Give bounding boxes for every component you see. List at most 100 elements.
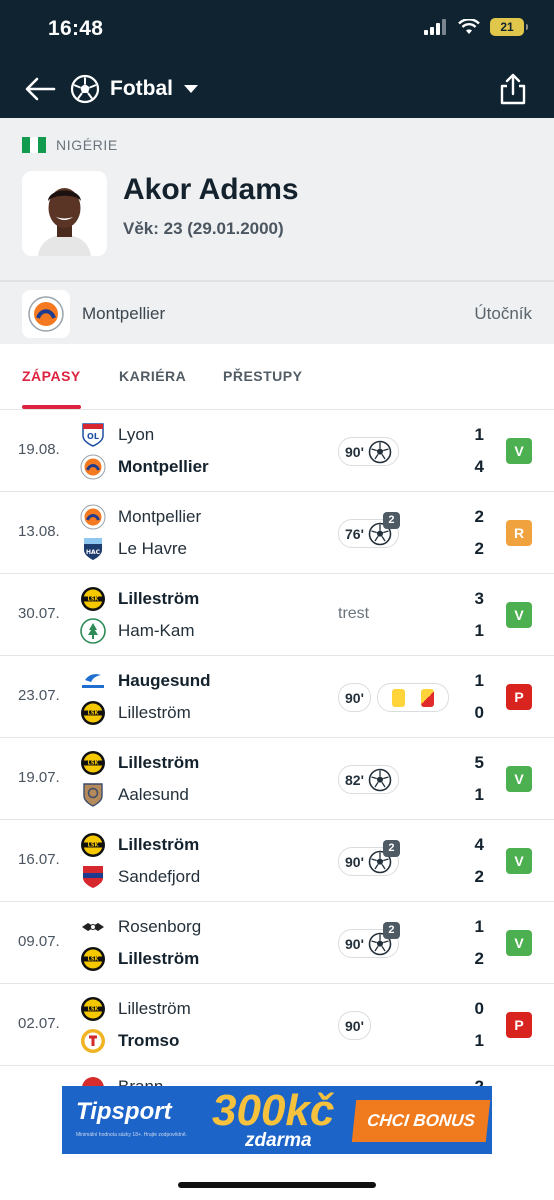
away-score: 4: [474, 457, 484, 476]
goal-count-badge: 2: [382, 839, 400, 857]
match-date: 30.07.: [18, 605, 60, 622]
away-team-name: Le Havre: [118, 539, 187, 558]
home-team-name: Lyon: [118, 425, 155, 444]
away-team-name: Lilleström: [118, 703, 191, 722]
tab-zapasy[interactable]: ZÁPASY: [22, 368, 81, 384]
home-team: LSK Lilleström: [80, 997, 191, 1021]
minutes-value: 90': [345, 853, 364, 870]
top-bar: 16:48 21 Fotbal: [0, 0, 554, 118]
match-date: 13.08.: [18, 523, 60, 540]
match-row[interactable]: 23.07. Haugesund LSK Lilleström 90' 1 0 P: [0, 656, 554, 738]
battery-level: 21: [500, 20, 514, 34]
player-stats: 90' 2: [338, 921, 400, 958]
svg-text:LSK: LSK: [88, 711, 100, 717]
match-row[interactable]: 30.07. LSK Lilleström Ham-Kam trest 3 1 V: [0, 574, 554, 656]
wifi-icon: [458, 19, 480, 34]
minutes-value: 90': [345, 689, 364, 706]
goal-ball-icon: [368, 440, 392, 464]
match-row[interactable]: 02.07. LSK Lilleström Tromso 90' 0 1 P: [0, 984, 554, 1066]
minutes-value: 82': [345, 771, 364, 788]
player-stats: 90' 2: [338, 839, 400, 876]
match-row[interactable]: 16.07. LSK Lilleström Sandefjord 90' 2 4 2 V: [0, 820, 554, 902]
lillestrom-logo-icon: LSK: [80, 996, 106, 1022]
ad-cta-label: CHCI BONUS: [366, 1111, 476, 1130]
signal-icon: [424, 19, 446, 35]
match-date: 19.07.: [18, 769, 60, 786]
svg-text:LSK: LSK: [88, 597, 100, 603]
ad-subtitle: zdarma: [245, 1130, 312, 1151]
minutes-value: 90': [345, 935, 364, 952]
minutes-value: 76': [345, 525, 364, 542]
home-score: 1: [474, 917, 484, 936]
team-name: Montpellier: [82, 304, 166, 323]
home-team-name: Lilleström: [118, 999, 191, 1018]
montpellier-logo-icon: [80, 504, 106, 530]
svg-text:LSK: LSK: [88, 761, 100, 767]
match-row[interactable]: 09.07. Rosenborg LSK Lilleström 90' 2 1 2 V: [0, 902, 554, 984]
player-position: Útočník: [474, 304, 532, 323]
svg-text:OL: OL: [87, 432, 99, 441]
player-stats: 90': [338, 437, 399, 466]
match-row[interactable]: 19.07. LSK Lilleström Aalesund 82' 5 1 V: [0, 738, 554, 820]
away-team: Tromso: [80, 1029, 179, 1053]
result-badge: V: [506, 602, 532, 628]
home-indicator[interactable]: [178, 1182, 376, 1188]
sandefjord-logo-icon: [80, 864, 106, 890]
svg-text:HAC: HAC: [86, 549, 101, 556]
tromso-logo-icon: [80, 1028, 106, 1054]
player-age: Věk: 23 (29.01.2000): [123, 219, 284, 238]
away-score: 1: [474, 621, 484, 640]
home-score: 3: [474, 589, 484, 608]
home-score: 5: [474, 753, 484, 772]
player-name: Akor Adams: [123, 173, 299, 206]
country-name: NIGÉRIE: [56, 137, 118, 153]
sport-label: Fotbal: [110, 77, 173, 100]
result-badge: V: [506, 848, 532, 874]
away-team: Ham-Kam: [80, 618, 195, 644]
le-havre-logo-icon: HAC: [80, 536, 106, 562]
share-icon[interactable]: [498, 72, 528, 106]
home-team: LSK Lilleström: [80, 751, 199, 775]
back-arrow-icon[interactable]: [22, 72, 58, 106]
away-team-name: Aalesund: [118, 785, 189, 804]
away-team-name: Ham-Kam: [118, 621, 195, 640]
player-photo: [22, 171, 107, 256]
yellow-card-icon: [391, 688, 405, 707]
partial-home-score: 2: [474, 1077, 484, 1093]
away-team: LSK Lilleström: [80, 701, 191, 725]
active-tab-indicator: [22, 405, 81, 409]
goal-ball-icon: 2: [368, 839, 400, 874]
home-team: Montpellier: [80, 504, 201, 530]
away-team: Aalesund: [80, 783, 189, 807]
match-row[interactable]: 13.08. Montpellier HAC Le Havre 76' 2 2 2 R: [0, 492, 554, 574]
home-team: OL Lyon: [80, 423, 154, 447]
home-score: 2: [474, 507, 484, 526]
team-row[interactable]: Montpellier Útočník: [0, 280, 554, 344]
player-stats: 76' 2: [338, 511, 400, 548]
aalesund-logo-icon: [80, 782, 106, 808]
away-team-name: Montpellier: [118, 457, 209, 476]
goal-ball-icon: 2: [368, 921, 400, 956]
away-score: 2: [474, 539, 484, 558]
home-score: 1: [474, 425, 484, 444]
sport-selector[interactable]: Fotbal: [70, 72, 199, 106]
minutes-value: 90': [345, 1017, 364, 1034]
match-date: 23.07.: [18, 687, 60, 704]
home-score: 4: [474, 835, 484, 854]
home-team: LSK Lilleström: [80, 833, 199, 857]
lyon-logo-icon: OL: [80, 422, 106, 448]
result-badge: V: [506, 930, 532, 956]
match-row[interactable]: 19.08. OL Lyon Montpellier 90' 1 4 V: [0, 410, 554, 492]
player-stats: 82': [338, 765, 399, 794]
away-team-name: Sandefjord: [118, 867, 201, 886]
ad-banner[interactable]: Tipsport 300kč zdarma Minimální hodnota …: [62, 1086, 492, 1154]
result-badge: P: [506, 1012, 532, 1038]
tab-prestupy[interactable]: PŘESTUPY: [223, 368, 303, 384]
ad-cta-button[interactable]: CHCI BONUS: [351, 1100, 491, 1142]
home-team-name: Lilleström: [118, 589, 200, 608]
goal-ball-icon: [368, 768, 392, 792]
minutes-played: 90': [338, 683, 371, 712]
minutes-value: 90': [345, 443, 364, 460]
svg-text:LSK: LSK: [88, 843, 100, 849]
tab-kariera[interactable]: KARIÉRA: [119, 368, 187, 384]
